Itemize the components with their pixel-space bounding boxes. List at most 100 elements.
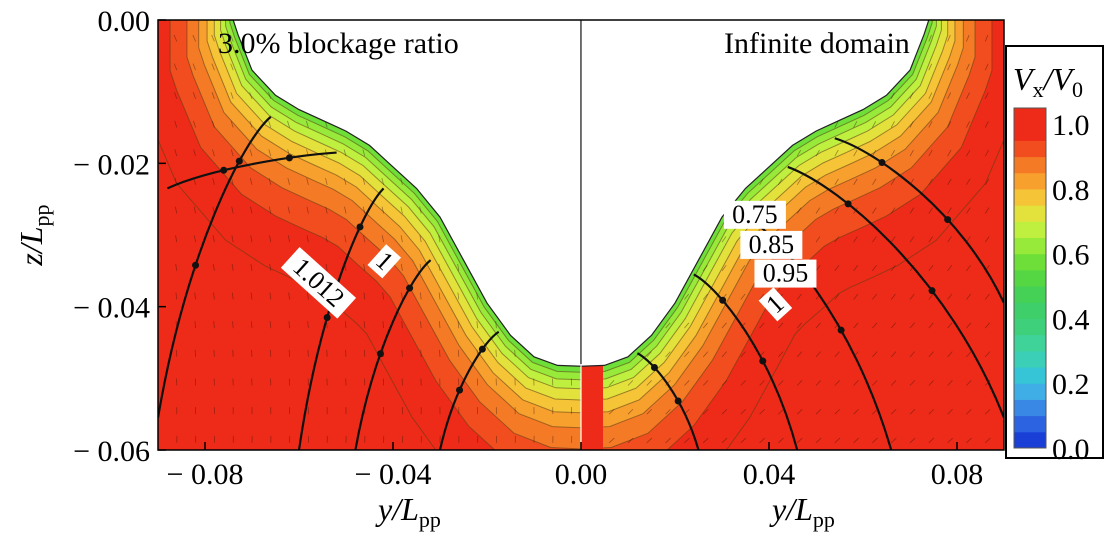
right-panel-velocity-vector [947, 92, 952, 100]
left-panel-velocity-vector [382, 292, 384, 300]
left-panel-velocity-vector [326, 321, 328, 329]
left-panel-velocity-vector [193, 149, 196, 157]
right-panel-velocity-vector [778, 437, 784, 444]
colorbar-swatch [1014, 253, 1046, 271]
left-panel-streamline-arrow [323, 313, 331, 321]
right-panel-velocity-vector [984, 236, 990, 243]
left-panel-velocity-vector [231, 235, 234, 243]
right-panel-velocity-vector [966, 264, 971, 272]
x-tick-label: − 0.08 [167, 458, 244, 491]
contour-label-background [280, 246, 357, 319]
right-panel-velocity-vector [872, 408, 878, 415]
colorbar-ticks: 1.0 0.8 0.6 0.4 0.2 0.0 [1052, 109, 1090, 466]
hull-region [232, 20, 930, 450]
right-panel-streamline-arrow [650, 364, 658, 372]
right-panel-velocity-vector [834, 408, 841, 415]
left-panel-velocity-vector [325, 235, 328, 243]
contour-label-text: 0.95 [763, 259, 809, 288]
left-panel-velocity-vector [268, 206, 272, 214]
left-panel-velocity-vector [306, 206, 309, 214]
left-panel-velocity-vector [211, 92, 215, 99]
plot-frame [157, 19, 1005, 451]
right-panel-velocity-vector [928, 322, 934, 329]
right-panel-streamline-arrow [837, 326, 845, 334]
right-panel-velocity-vector [834, 207, 839, 214]
right-panel-velocity-vector [853, 121, 858, 128]
right-panel-velocity-vector [796, 178, 802, 186]
right-panel-streamline-arrow [844, 200, 852, 208]
contour-label: 0.95 [754, 259, 817, 288]
colorbar-swatch [1014, 108, 1046, 141]
left-panel-velocity-vector [288, 292, 290, 300]
colorbar-swatches [1013, 107, 1047, 449]
left-panel-streamline [354, 259, 432, 450]
left-panel-velocity-vector [438, 235, 441, 243]
colorbar-swatch [1014, 205, 1046, 222]
left-panel-velocity-vector [306, 149, 309, 157]
right-panel-velocity-vector [796, 207, 802, 214]
right-panel-velocity-vector [890, 149, 896, 157]
left-panel-velocity-vector [419, 235, 422, 243]
right-panel-velocity-vector [646, 408, 653, 415]
right-panel-velocity-vector [984, 322, 991, 329]
left-panel-velocity-vector [363, 263, 366, 271]
left-panel-velocity-vector [476, 292, 478, 300]
left-panel-velocity-vector [250, 321, 253, 329]
left-panel-velocity-vector [174, 120, 178, 128]
right-panel-velocity-vector [702, 322, 709, 329]
left-panel-velocity-vector [213, 321, 215, 329]
left-panel-velocity-vector [343, 149, 347, 157]
right-panel-velocity-vector [627, 380, 634, 386]
right-panel-velocity-vector [834, 322, 840, 329]
right-panel-velocity-vector [890, 236, 896, 243]
left-panel-velocity-vector [192, 34, 196, 42]
right-panel-velocity-vector [966, 380, 972, 386]
right-panel-velocity-vector [984, 264, 990, 272]
contour-label-background [754, 259, 817, 288]
left-panel-velocity-vector [194, 263, 196, 271]
right-panel-velocity-vector [928, 34, 932, 42]
right-panel-velocity-vector [834, 178, 839, 186]
left-panel-velocity-vector [249, 120, 253, 128]
right-panel-velocity-vector [702, 351, 709, 358]
right-panel-velocity-vector [966, 437, 972, 444]
right-panel-velocity-vector [947, 351, 953, 358]
right-panel-velocity-vector [853, 207, 858, 214]
right-panel-velocity-vector [872, 293, 878, 300]
right-panel-velocity-vector [665, 437, 671, 444]
colorbar-swatch [1014, 172, 1046, 190]
right-panel-velocity-vector [909, 178, 914, 186]
colorbar-swatch [1014, 221, 1046, 239]
right-panel-velocity-vector [853, 178, 858, 186]
right-panel-velocity-vector [759, 408, 765, 415]
right-panel-velocity-vector [947, 236, 952, 243]
left-panel-velocity-vector [362, 149, 366, 157]
right-panel-velocity-vector [608, 380, 615, 386]
left-panel-velocity-vector [175, 235, 178, 243]
x-axis-title-right-main: y/L [769, 491, 813, 527]
right-panel-velocity-vector [646, 351, 652, 358]
left-panel-velocity-vector [287, 206, 290, 214]
right-panel-velocity-vector [966, 121, 971, 128]
right-panel-velocity-vector [853, 351, 859, 358]
right-panel-velocity-vector [853, 437, 859, 444]
colorbar-swatch [1014, 383, 1046, 400]
contour-label: 0.85 [740, 230, 803, 259]
right-panel-velocity-vector [909, 264, 915, 272]
right-panel-velocity-vector [665, 351, 671, 358]
right-panel-streamline [834, 137, 1004, 304]
right-panel-velocity-vector [796, 380, 803, 386]
right-panel-velocity-vector [853, 322, 859, 329]
left-panel-velocity-vector [306, 177, 309, 185]
x-tick-label: 0.04 [743, 458, 796, 491]
y-axis-title-sub: pp [29, 204, 54, 226]
left-panel-velocity-vector [230, 120, 234, 128]
right-panel-velocity-vector [872, 351, 878, 358]
colorbar-swatch [1014, 156, 1046, 174]
right-panel-streamline-arrow [759, 357, 767, 365]
colorbar-swatch [1014, 237, 1046, 255]
left-panel-velocity-vector [382, 321, 384, 329]
right-panel-velocity-vector [646, 437, 653, 444]
colorbar-swatch [1014, 350, 1046, 368]
x-tick-label: 0.08 [931, 458, 984, 491]
